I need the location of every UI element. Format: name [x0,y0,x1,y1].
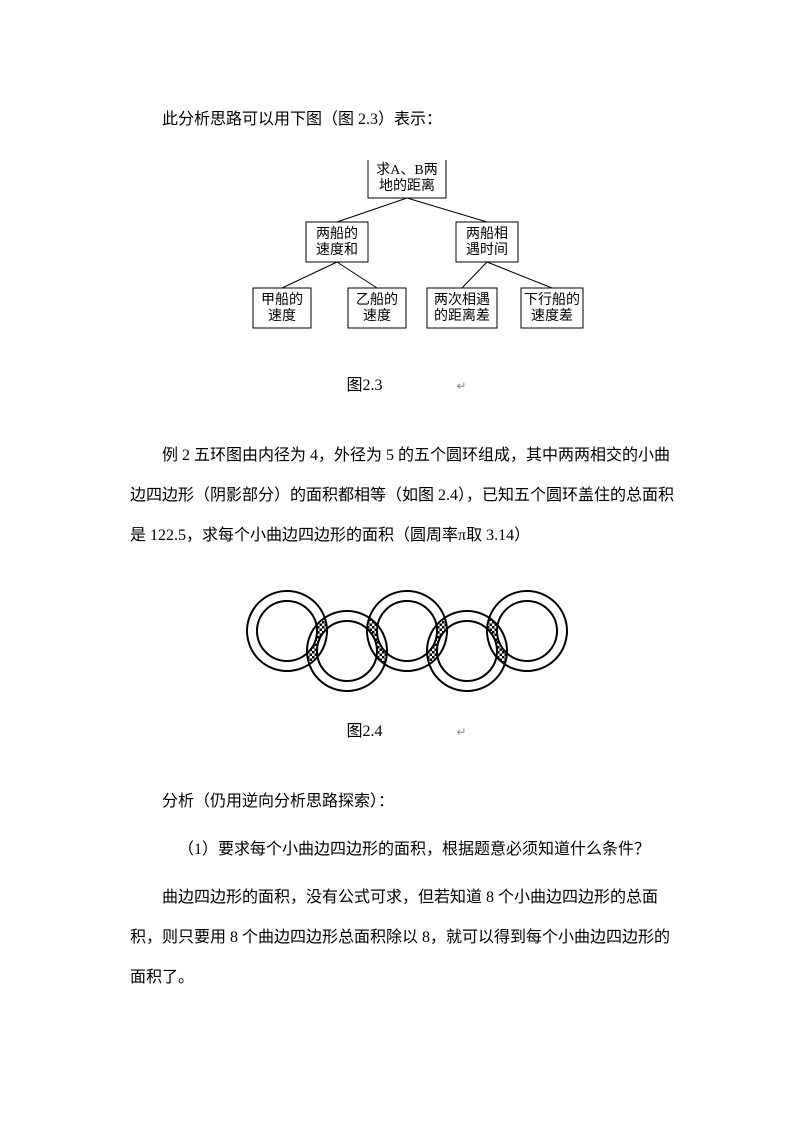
figure-2-3-caption: 图2.3 [346,366,382,406]
svg-text:的距离差: 的距离差 [434,307,490,324]
svg-text:甲船的: 甲船的 [261,292,303,308]
svg-text:速度差: 速度差 [531,308,573,324]
svg-text:地的距离: 地的距离 [379,177,435,194]
figure-2-3: 求A、B两地的距离两船的速度和两船相遇时间甲船的速度乙船的速度两次相遇的距离差下… [130,160,683,406]
svg-text:乙船的: 乙船的 [356,292,398,308]
example-2-paragraph: 例 2 五环图由内径为 4，外径为 5 的五个圆环组成，其中两两相交的小曲边四边… [130,436,683,556]
analysis-title: 分析（仍用逆向分析思路探索）： [130,782,683,822]
svg-text:速度: 速度 [363,308,391,324]
tree-diagram: 求A、B两地的距离两船的速度和两船相遇时间甲船的速度乙船的速度两次相遇的距离差下… [227,160,587,360]
svg-text:两次相遇: 两次相遇 [434,292,490,308]
analysis-paragraph-1: 曲边四边形的面积，没有公式可求，但若知道 8 个小曲边四边形的总面积，则只要用 … [130,878,683,998]
svg-text:遇时间: 遇时间 [466,242,508,258]
analysis-question-1: （1）要求每个小曲边四边形的面积，根据题意必须知道什么条件？ [130,830,683,870]
svg-text:两船的: 两船的 [316,226,358,242]
five-rings-diagram [227,576,587,706]
svg-text:速度: 速度 [268,308,296,324]
figure-2-4-caption: 图2.4 [346,712,382,752]
figure-2-4: 图2.4 ↵ [130,576,683,752]
svg-text:求A、B两: 求A、B两 [376,162,437,178]
return-mark-icon: ↵ [456,725,466,739]
svg-text:速度和: 速度和 [316,242,358,258]
svg-text:两船相: 两船相 [466,226,508,242]
intro-paragraph: 此分析思路可以用下图（图 2.3）表示： [130,100,683,140]
svg-text:下行船的: 下行船的 [524,292,580,308]
return-mark-icon: ↵ [456,379,466,393]
